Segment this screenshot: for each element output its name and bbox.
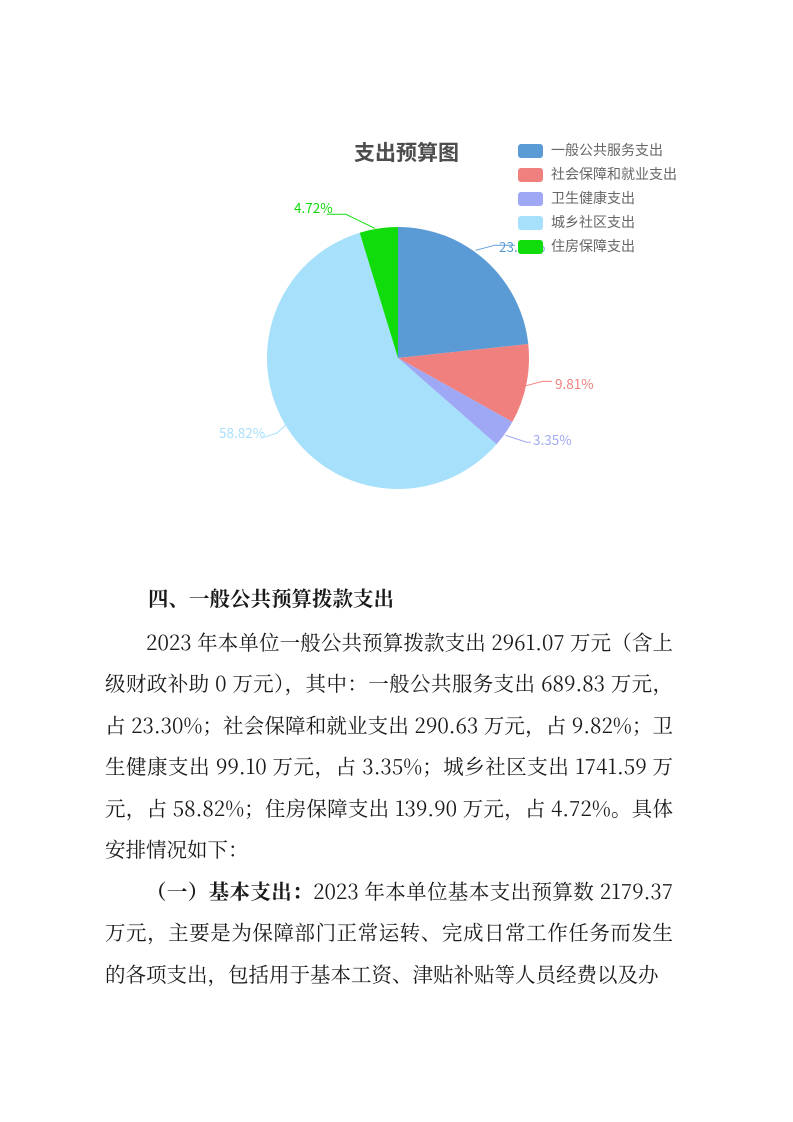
svg-text:3.35%: 3.35% (533, 429, 572, 449)
svg-text:4.72%: 4.72% (294, 197, 333, 217)
svg-text:城乡社区支出: 城乡社区支出 (551, 212, 635, 232)
svg-text:社会保障和就业支出: 社会保障和就业支出 (551, 164, 677, 184)
svg-text:一般公共服务支出: 一般公共服务支出 (551, 140, 663, 160)
svg-text:9.81%: 9.81% (555, 373, 594, 393)
svg-text:住房保障支出: 住房保障支出 (551, 236, 635, 256)
svg-text:卫生健康支出: 卫生健康支出 (551, 188, 635, 208)
svg-text:58.82%: 58.82% (219, 422, 265, 442)
svg-text:支出预算图: 支出预算图 (354, 137, 459, 167)
